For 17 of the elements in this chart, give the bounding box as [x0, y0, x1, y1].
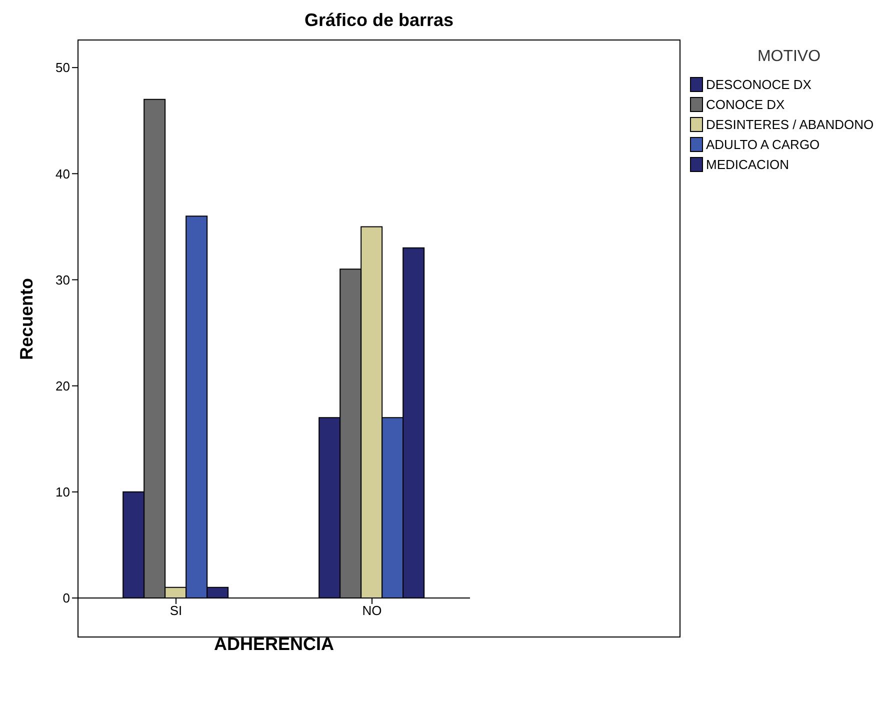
legend-title: MOTIVO [756, 48, 822, 66]
x-axis-title: ADHERENCIA [214, 634, 334, 654]
y-tick-label: 20 [56, 378, 70, 394]
y-tick-label: 30 [56, 272, 70, 288]
legend-label: ADULTO A CARGO [706, 136, 820, 152]
legend-label: CONOCE DX [706, 96, 785, 112]
x-tick-label: SI [170, 603, 182, 618]
x-tick-label: NO [362, 603, 382, 618]
chart-title: Gráfico de barras [303, 10, 455, 31]
legend-label: MEDICACION [706, 156, 790, 172]
y-tick-label: 40 [56, 166, 70, 182]
legend-label: DESCONOCE DX [706, 76, 812, 92]
legend-label: DESINTERES / ABANDONO [706, 116, 874, 132]
y-tick-label: 0 [62, 590, 70, 606]
y-tick-label: 50 [56, 60, 70, 76]
y-axis-title: Recuento [16, 278, 36, 360]
y-tick-label: 10 [56, 484, 70, 500]
